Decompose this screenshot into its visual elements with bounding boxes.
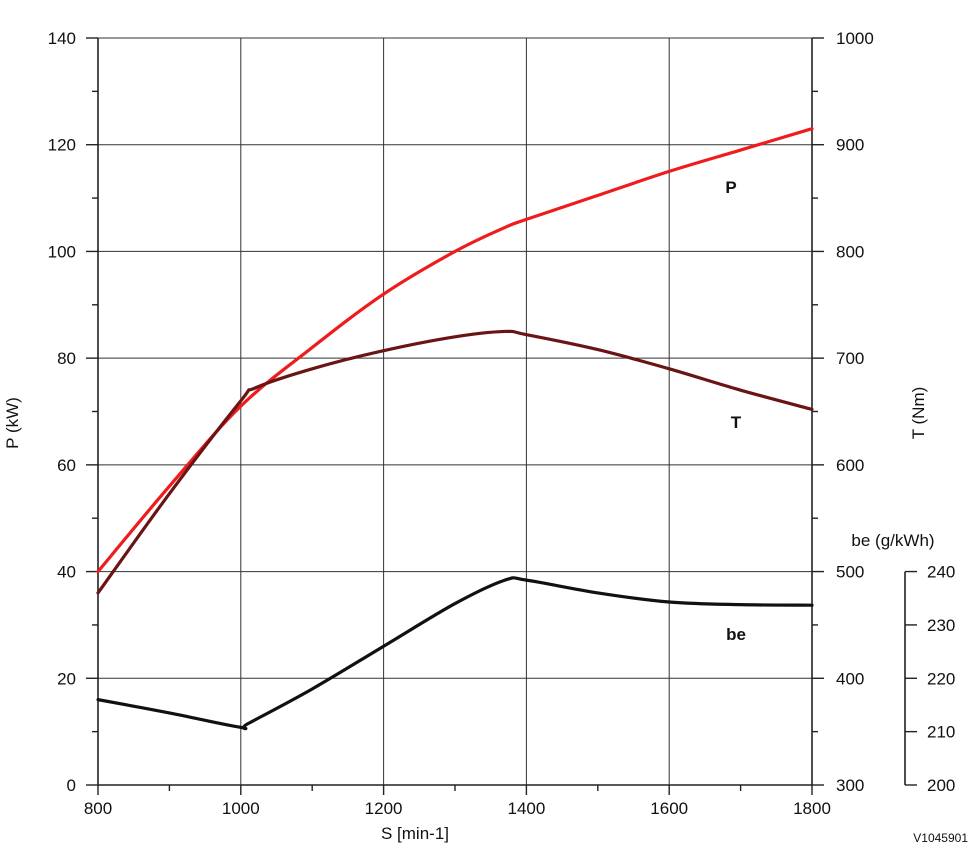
left-tick-label: 100 bbox=[48, 242, 76, 261]
right-tick-label: 600 bbox=[836, 456, 864, 475]
left-tick-label: 0 bbox=[67, 776, 76, 795]
right-tick-label: 800 bbox=[836, 242, 864, 261]
left-tick-label: 40 bbox=[57, 563, 76, 582]
chart-labels: S [min-1] P (kW) T (Nm) be (g/kWh) P T b… bbox=[3, 178, 968, 845]
series-label-p: P bbox=[725, 178, 736, 197]
left-tick-label: 140 bbox=[48, 29, 76, 48]
bottom-tick-label: 1600 bbox=[650, 799, 688, 818]
bottom-tick-label: 800 bbox=[84, 799, 112, 818]
right-tick-label: 700 bbox=[836, 349, 864, 368]
right-tick-label: 500 bbox=[836, 563, 864, 582]
right-tick-label: 900 bbox=[836, 136, 864, 155]
series-line-t bbox=[96, 329, 814, 595]
right-tick-label: 400 bbox=[836, 669, 864, 688]
bottom-tick-label: 1400 bbox=[507, 799, 545, 818]
bottom-tick-label: 1000 bbox=[222, 799, 260, 818]
series-lines bbox=[96, 127, 814, 731]
be-tick-label: 200 bbox=[927, 776, 955, 795]
right-tick-label: 1000 bbox=[836, 29, 874, 48]
be-axis-title: be (g/kWh) bbox=[851, 531, 934, 550]
x-axis-title: S [min-1] bbox=[381, 824, 449, 843]
figure-id: V1045901 bbox=[913, 831, 968, 845]
series-line-be bbox=[96, 576, 814, 731]
axes bbox=[86, 37, 917, 795]
right-tick-label: 300 bbox=[836, 776, 864, 795]
right-axis-title: T (Nm) bbox=[909, 387, 928, 440]
be-tick-label: 210 bbox=[927, 723, 955, 742]
series-label-t: T bbox=[731, 413, 742, 432]
left-tick-label: 20 bbox=[57, 669, 76, 688]
grid bbox=[98, 37, 813, 785]
bottom-tick-label: 1800 bbox=[793, 799, 831, 818]
be-tick-label: 220 bbox=[927, 669, 955, 688]
left-tick-label: 80 bbox=[57, 349, 76, 368]
tick-labels: 0 20 40 60 80 100 120 140 300 400 500 600 700 800 900 1… bbox=[48, 29, 956, 818]
series-label-be: be bbox=[726, 625, 746, 644]
series-line-p bbox=[96, 127, 814, 574]
be-tick-label: 240 bbox=[927, 563, 955, 582]
left-axis-title: P (kW) bbox=[3, 397, 22, 449]
left-tick-label: 60 bbox=[57, 456, 76, 475]
left-tick-label: 120 bbox=[48, 136, 76, 155]
be-tick-label: 230 bbox=[927, 616, 955, 635]
bottom-tick-label: 1200 bbox=[365, 799, 403, 818]
